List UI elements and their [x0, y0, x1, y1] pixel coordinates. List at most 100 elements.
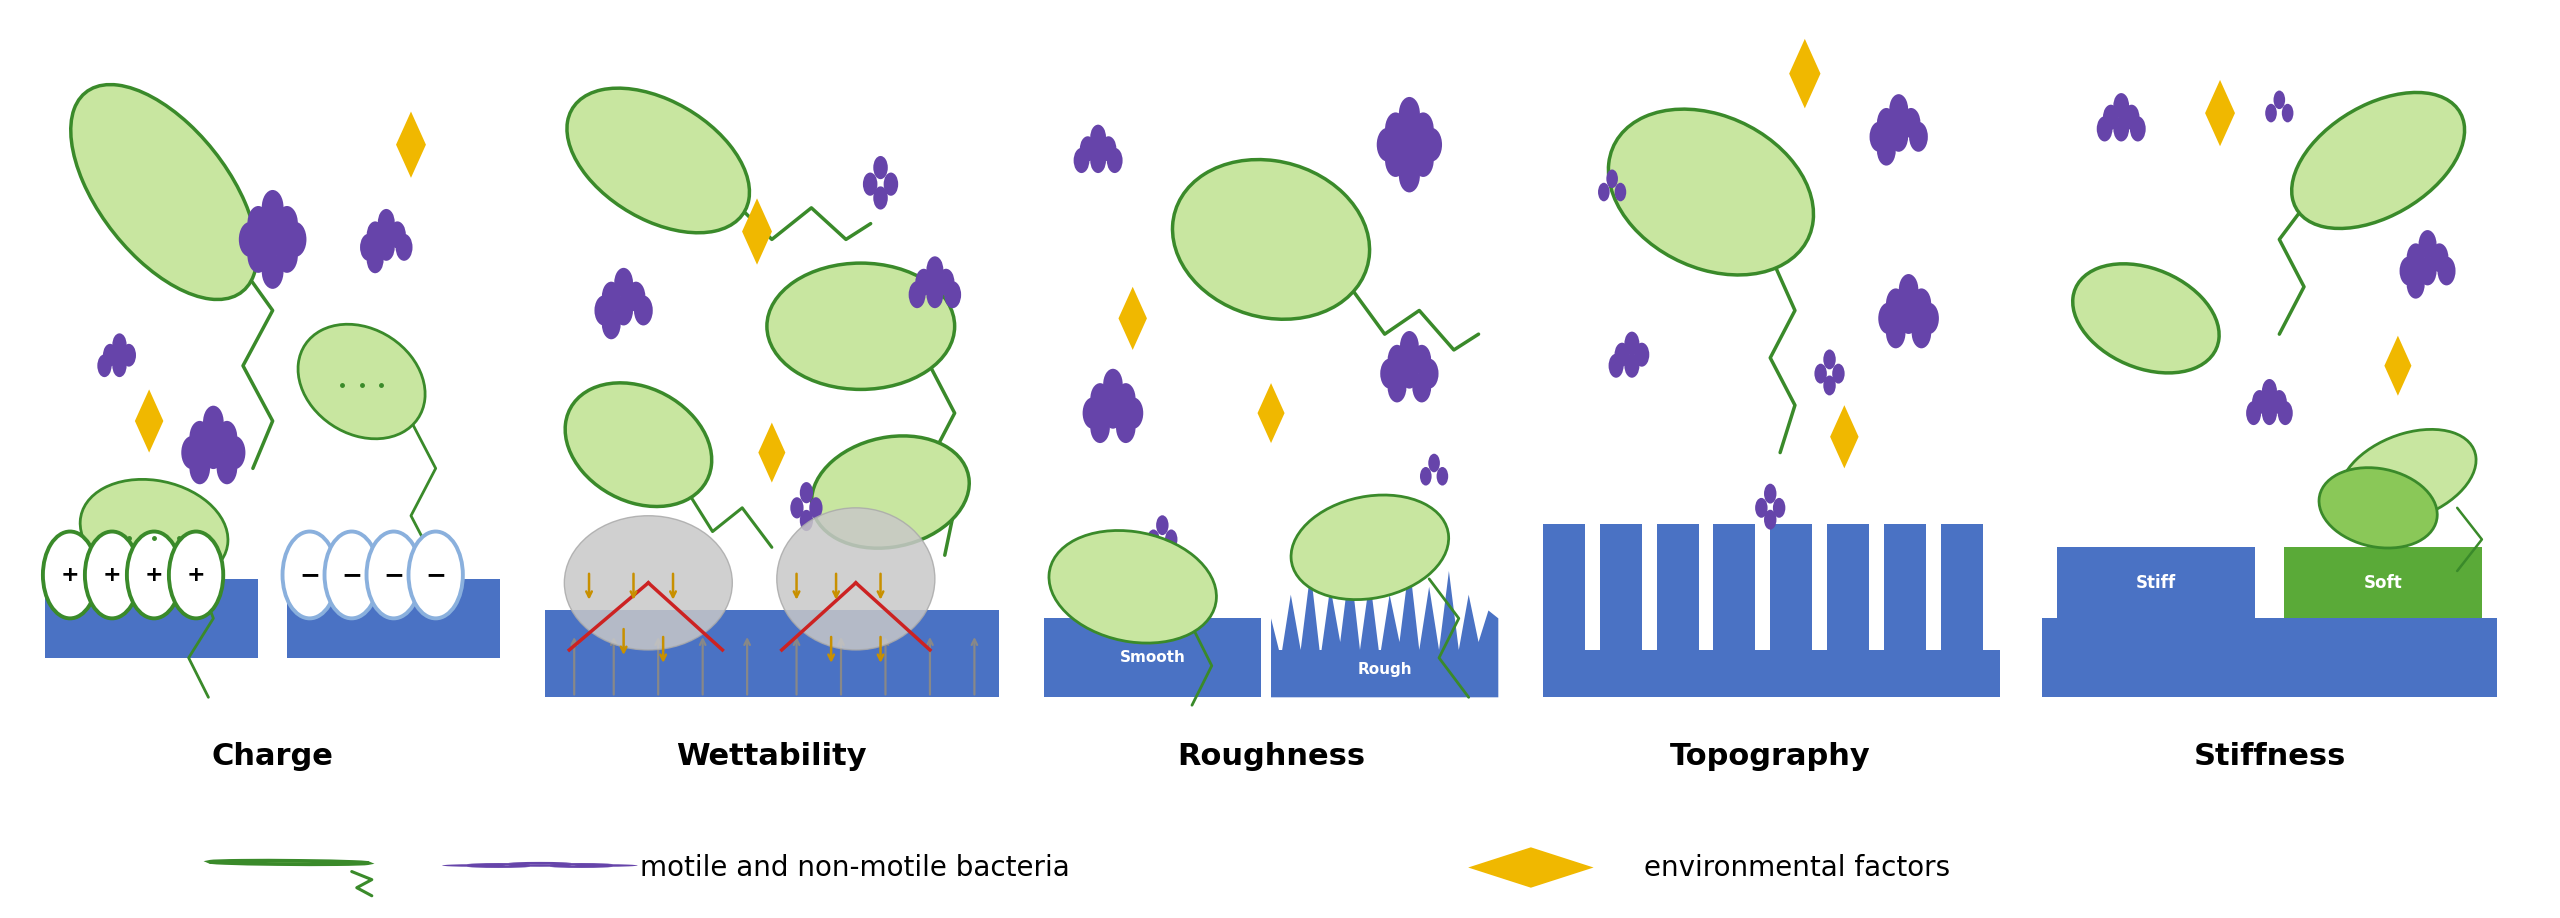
Circle shape [1165, 530, 1178, 549]
Circle shape [1887, 288, 1905, 319]
Circle shape [550, 863, 612, 866]
Circle shape [1902, 108, 1920, 138]
Circle shape [189, 452, 210, 485]
Circle shape [1608, 353, 1623, 377]
Circle shape [1764, 509, 1777, 530]
Text: Wettability: Wettability [676, 742, 868, 771]
Bar [1713, 523, 1756, 698]
Ellipse shape [812, 436, 970, 548]
Circle shape [202, 406, 223, 439]
Text: +: + [61, 565, 79, 585]
Ellipse shape [2319, 467, 2437, 548]
Bar [1884, 523, 1925, 698]
Polygon shape [1789, 39, 1820, 108]
Bar [1828, 523, 1869, 698]
Circle shape [809, 498, 822, 519]
Text: Topography: Topography [1669, 742, 1871, 771]
Text: +: + [102, 565, 120, 585]
Circle shape [1615, 183, 1626, 201]
Circle shape [202, 436, 223, 469]
Circle shape [1380, 359, 1398, 388]
Circle shape [594, 296, 614, 326]
Bar [2058, 547, 2255, 619]
Circle shape [366, 221, 384, 249]
Circle shape [276, 238, 297, 273]
Circle shape [1912, 288, 1930, 319]
Circle shape [1900, 303, 1917, 334]
Circle shape [1106, 148, 1124, 174]
Text: Soft: Soft [2363, 574, 2401, 592]
Circle shape [1815, 364, 1828, 384]
Ellipse shape [566, 383, 712, 507]
Circle shape [1626, 331, 1638, 355]
Circle shape [248, 206, 269, 241]
Circle shape [927, 256, 942, 284]
Circle shape [509, 864, 571, 867]
Circle shape [1421, 128, 1441, 162]
Circle shape [1633, 342, 1649, 366]
Circle shape [1116, 412, 1137, 443]
Circle shape [550, 866, 612, 868]
Text: Smooth: Smooth [1119, 650, 1185, 666]
Circle shape [927, 281, 942, 308]
Circle shape [238, 222, 261, 257]
Circle shape [614, 268, 632, 297]
Circle shape [1091, 125, 1106, 150]
Polygon shape [758, 422, 786, 483]
Text: Stiffness: Stiffness [2194, 742, 2345, 771]
Circle shape [602, 309, 620, 340]
Circle shape [1377, 128, 1398, 162]
Circle shape [389, 221, 407, 249]
Circle shape [248, 238, 269, 273]
Circle shape [1147, 530, 1160, 549]
Circle shape [284, 222, 307, 257]
Circle shape [1615, 342, 1631, 366]
Circle shape [1428, 453, 1439, 472]
Circle shape [509, 862, 571, 865]
Circle shape [614, 296, 632, 326]
Circle shape [2253, 390, 2268, 414]
Circle shape [2130, 117, 2145, 141]
Circle shape [2125, 105, 2140, 129]
Text: +: + [187, 565, 205, 585]
Text: −: − [300, 563, 320, 587]
Circle shape [1073, 148, 1091, 174]
Circle shape [1116, 383, 1137, 414]
Circle shape [113, 354, 125, 377]
Bar [2284, 547, 2481, 619]
Bar [1656, 523, 1700, 698]
Bar [1772, 523, 1812, 698]
Circle shape [1833, 364, 1846, 384]
Circle shape [325, 532, 379, 619]
Ellipse shape [566, 88, 750, 233]
Circle shape [261, 254, 284, 289]
Circle shape [1879, 303, 1897, 334]
Ellipse shape [1290, 495, 1449, 599]
Circle shape [366, 532, 420, 619]
Ellipse shape [1608, 109, 1812, 275]
Circle shape [1876, 136, 1897, 165]
Circle shape [1823, 350, 1836, 369]
Circle shape [1400, 331, 1418, 361]
Circle shape [1388, 373, 1405, 402]
Ellipse shape [1050, 531, 1216, 644]
Circle shape [182, 436, 202, 469]
Circle shape [573, 864, 637, 867]
Circle shape [1626, 353, 1638, 377]
Circle shape [1091, 148, 1106, 174]
Bar [545, 610, 998, 698]
Polygon shape [1469, 847, 1592, 888]
Circle shape [1889, 122, 1907, 151]
Circle shape [443, 864, 504, 867]
Circle shape [2273, 91, 2286, 109]
Circle shape [1080, 136, 1096, 162]
Circle shape [916, 269, 932, 296]
Circle shape [361, 234, 376, 261]
Circle shape [627, 282, 645, 311]
Circle shape [1413, 112, 1434, 146]
Circle shape [799, 509, 814, 532]
Ellipse shape [563, 516, 732, 650]
Circle shape [873, 186, 888, 209]
Circle shape [1421, 467, 1431, 486]
Circle shape [1400, 359, 1418, 388]
